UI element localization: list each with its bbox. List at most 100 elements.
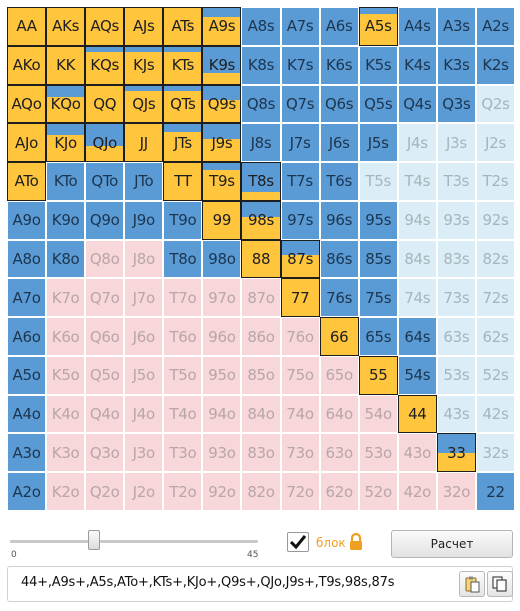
hand-cell[interactable]: 62o [319, 472, 359, 511]
hand-cell[interactable]: T4s [397, 162, 437, 201]
hand-cell[interactable]: 85o [241, 355, 281, 395]
hand-cell[interactable]: A9s [202, 7, 242, 46]
hand-cell[interactable]: 96s [319, 200, 359, 240]
hand-cell[interactable]: 94s [397, 200, 437, 240]
hand-cell[interactable]: A2o [7, 472, 47, 511]
hand-cell[interactable]: KQo [46, 84, 86, 124]
hand-cell[interactable]: 64o [319, 394, 359, 434]
hand-cell[interactable]: Q3s [436, 84, 476, 124]
hand-cell[interactable]: KK [46, 45, 86, 85]
hand-cell[interactable]: JTo [124, 162, 164, 201]
block-checkbox[interactable] [287, 532, 309, 552]
range-slider-track[interactable] [10, 540, 258, 543]
hand-cell[interactable]: 84s [397, 239, 437, 279]
hand-cell[interactable]: 83o [241, 433, 281, 473]
hand-cell[interactable]: Q9s [202, 84, 242, 124]
hand-cell[interactable]: 52o [358, 472, 398, 511]
hand-cell[interactable]: 88 [241, 239, 281, 279]
hand-cell[interactable]: 99 [202, 200, 242, 240]
hand-cell[interactable]: T5o [163, 355, 203, 395]
hand-cell[interactable]: K6s [319, 45, 359, 85]
hand-cell[interactable]: T7o [163, 278, 203, 318]
hand-cell[interactable]: 44 [397, 394, 437, 434]
hand-cell[interactable]: 74o [280, 394, 320, 434]
range-slider-thumb[interactable] [88, 530, 100, 550]
hand-cell[interactable]: A2s [475, 7, 516, 46]
hand-cell[interactable]: T8o [163, 239, 203, 279]
hand-cell[interactable]: JJ [124, 123, 164, 163]
hand-cell[interactable]: J3s [436, 123, 476, 163]
hand-cell[interactable]: 97s [280, 200, 320, 240]
hand-cell[interactable]: A8s [241, 7, 281, 46]
hand-cell[interactable]: A8o [7, 239, 47, 279]
hand-cell[interactable]: KQs [85, 45, 125, 85]
hand-cell[interactable]: K4o [46, 394, 86, 434]
hand-cell[interactable]: T9o [163, 200, 203, 240]
block-label[interactable]: блок [316, 536, 346, 550]
hand-cell[interactable]: J9o [124, 200, 164, 240]
hand-cell[interactable]: 76s [319, 278, 359, 318]
hand-cell[interactable]: 83s [436, 239, 476, 279]
hand-cell[interactable]: J9s [202, 123, 242, 163]
hand-cell[interactable]: A4s [397, 7, 437, 46]
hand-cell[interactable]: J7s [280, 123, 320, 163]
hand-cell[interactable]: J2s [475, 123, 516, 163]
hand-cell[interactable]: 77 [280, 278, 320, 318]
hand-cell[interactable]: J6s [319, 123, 359, 163]
hand-cell[interactable]: QTo [85, 162, 125, 201]
range-output-field[interactable]: 44+,A9s+,A5s,ATo+,KTs+,KJo+,Q9s+,QJo,J9s… [7, 566, 513, 602]
hand-cell[interactable]: Q3o [85, 433, 125, 473]
hand-cell[interactable]: T9s [202, 162, 242, 201]
hand-cell[interactable]: T3s [436, 162, 476, 201]
hand-cell[interactable]: 53o [358, 433, 398, 473]
hand-cell[interactable]: J8s [241, 123, 281, 163]
hand-cell[interactable]: A5o [7, 355, 47, 395]
hand-cell[interactable]: AJs [124, 7, 164, 46]
hand-cell[interactable]: 87s [280, 239, 320, 279]
hand-cell[interactable]: 95s [358, 200, 398, 240]
hand-cell[interactable]: QTs [163, 84, 203, 124]
hand-cell[interactable]: 65s [358, 317, 398, 356]
hand-cell[interactable]: Q5o [85, 355, 125, 395]
hand-cell[interactable]: K9o [46, 200, 86, 240]
hand-cell[interactable]: Q7o [85, 278, 125, 318]
hand-cell[interactable]: QJo [85, 123, 125, 163]
hand-cell[interactable]: J5s [358, 123, 398, 163]
range-text[interactable]: 44+,A9s+,A5s,ATo+,KTs+,KJo+,Q9s+,QJo,J9s… [21, 575, 395, 590]
hand-cell[interactable]: K8s [241, 45, 281, 85]
hand-cell[interactable]: 85s [358, 239, 398, 279]
hand-cell[interactable]: A6s [319, 7, 359, 46]
hand-cell[interactable]: Q4s [397, 84, 437, 124]
hand-cell[interactable]: 95o [202, 355, 242, 395]
hand-cell[interactable]: J6o [124, 317, 164, 356]
hand-cell[interactable]: 43o [397, 433, 437, 473]
hand-cell[interactable]: T5s [358, 162, 398, 201]
hand-cell[interactable]: 92s [475, 200, 516, 240]
hand-cell[interactable]: AA [7, 7, 47, 46]
hand-cell[interactable]: J3o [124, 433, 164, 473]
hand-cell[interactable]: Q9o [85, 200, 125, 240]
hand-cell[interactable]: 42o [397, 472, 437, 511]
hand-cell[interactable]: K5s [358, 45, 398, 85]
hand-cell[interactable]: T4o [163, 394, 203, 434]
hand-cell[interactable]: A4o [7, 394, 47, 434]
hand-cell[interactable]: 86s [319, 239, 359, 279]
hand-cell[interactable]: 66 [319, 317, 359, 356]
hand-cell[interactable]: K8o [46, 239, 86, 279]
hand-cell[interactable]: K4s [397, 45, 437, 85]
hand-cell[interactable]: 33 [436, 433, 476, 473]
hand-cell[interactable]: Q8o [85, 239, 125, 279]
hand-cell[interactable]: 76o [280, 317, 320, 356]
hand-cell[interactable]: 93s [436, 200, 476, 240]
hand-cell[interactable]: A5s [358, 7, 398, 46]
hand-cell[interactable]: QJs [124, 84, 164, 124]
hand-cell[interactable]: T2s [475, 162, 516, 201]
hand-cell[interactable]: Q6s [319, 84, 359, 124]
hand-cell[interactable]: K2o [46, 472, 86, 511]
hand-cell[interactable]: T8s [241, 162, 281, 201]
hand-cell[interactable]: 93o [202, 433, 242, 473]
calculate-button[interactable]: Расчет [391, 530, 513, 558]
hand-cell[interactable]: TT [163, 162, 203, 201]
hand-cell[interactable]: T7s [280, 162, 320, 201]
hand-cell[interactable]: J4s [397, 123, 437, 163]
